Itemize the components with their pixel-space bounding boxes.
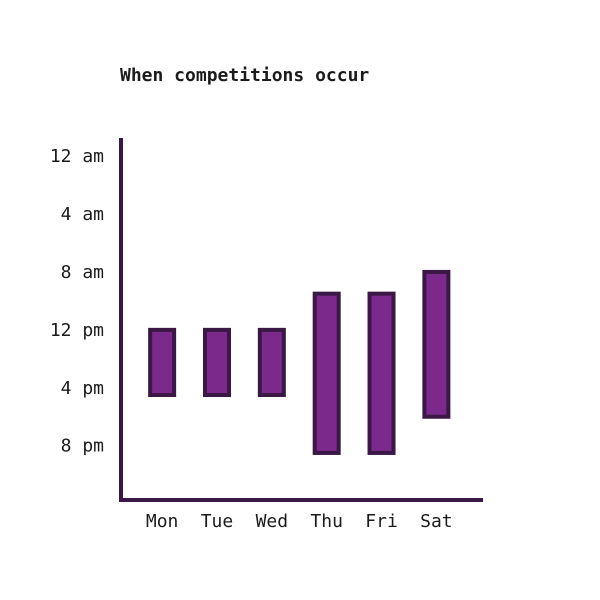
bar-tue	[202, 327, 231, 398]
chart-title: When competitions occur	[120, 65, 369, 86]
bar-fri	[367, 291, 396, 455]
bar-mon	[148, 327, 177, 398]
y-tick-label: 8 am	[61, 262, 104, 283]
y-axis-ticks: 12 am 4 am 8 am 12 pm 4 pm 8 pm	[50, 146, 104, 457]
x-tick-label-thu: Thu	[310, 511, 343, 532]
x-axis-ticks: Mon Tue Wed Thu Fri Sat	[146, 511, 453, 532]
bar-thu	[312, 291, 341, 455]
bar-wed	[257, 327, 286, 398]
y-tick-label: 4 pm	[61, 378, 104, 399]
x-tick-label-wed: Wed	[256, 511, 289, 532]
y-tick-label: 4 am	[61, 204, 104, 225]
x-tick-label-tue: Tue	[201, 511, 234, 532]
x-tick-label-fri: Fri	[365, 511, 398, 532]
bars	[148, 269, 451, 455]
y-tick-label: 8 pm	[61, 436, 104, 457]
x-tick-label-sat: Sat	[420, 511, 453, 532]
y-tick-label: 12 pm	[50, 320, 104, 341]
bar-sat	[422, 269, 451, 419]
x-tick-label-mon: Mon	[146, 511, 179, 532]
y-tick-label: 12 am	[50, 146, 104, 167]
